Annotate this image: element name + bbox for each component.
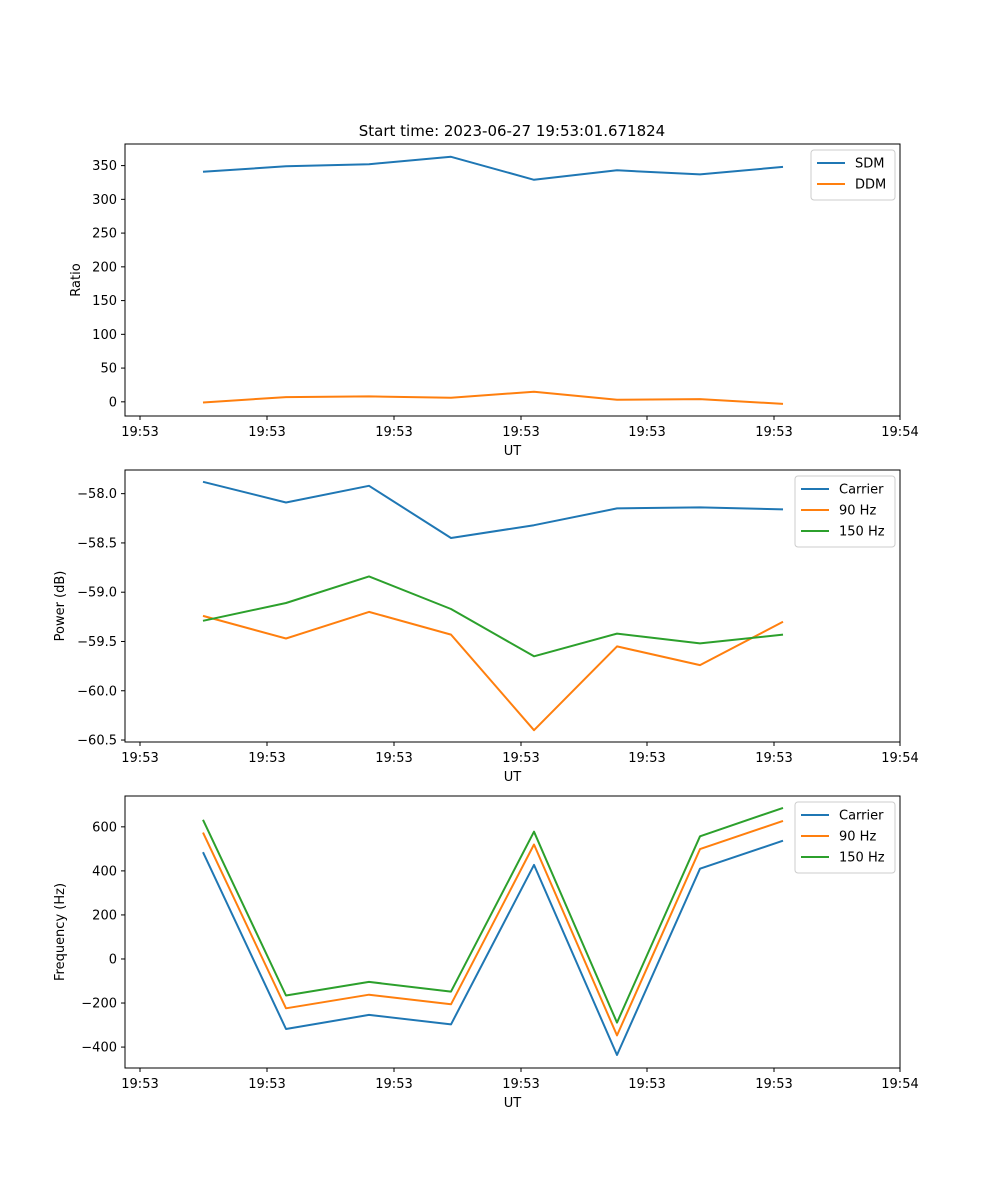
y-tick-label: −200 <box>81 997 117 1012</box>
x-tick-label: 19:54 <box>881 751 918 766</box>
y-tick-label: −59.5 <box>77 635 117 650</box>
x-tick-label: 19:53 <box>502 1077 539 1092</box>
y-tick-label: 50 <box>100 362 117 377</box>
x-axis-label: UT <box>504 1096 522 1111</box>
x-tick-label: 19:53 <box>248 751 285 766</box>
power-chart: −60.5 −60.0 −59.5 −59.0 −58.5 −58.0 19:53 19:53… <box>53 469 919 785</box>
series-line-90-hz <box>202 819 784 1037</box>
x-axis-label: UT <box>504 770 522 785</box>
y-axis-label: Power (dB) <box>53 571 68 642</box>
y-tick-label: −58.5 <box>77 536 117 551</box>
x-tick-label: 19:54 <box>881 1077 918 1092</box>
x-tick-label: 19:53 <box>248 425 285 440</box>
series-line-150-hz <box>202 806 784 1024</box>
y-axis-label: Frequency (Hz) <box>53 883 68 981</box>
series-line-sdm <box>202 155 784 181</box>
series-line-150-hz <box>202 575 784 658</box>
y-tick-label: 0 <box>109 952 117 967</box>
x-tick-label: 19:54 <box>881 425 918 440</box>
series-line-carrier <box>202 839 784 1056</box>
legend-entry: 150 Hz <box>839 851 885 866</box>
y-tick-label: 250 <box>92 227 117 242</box>
x-tick-label: 19:53 <box>502 425 539 440</box>
x-tick-label: 19:53 <box>121 1077 158 1092</box>
axes-frame <box>124 469 901 743</box>
y-tick-label: 150 <box>92 294 117 309</box>
legend-box <box>794 475 896 548</box>
y-tick-label: 400 <box>92 864 117 879</box>
chart-title: Start time: 2023-06-27 19:53:01.671824 <box>359 122 665 140</box>
frequency-chart: −400 −200 0 200 400 600 19:53 19:53 19:53 19:53 19… <box>53 795 919 1111</box>
y-tick-label: 600 <box>92 820 117 835</box>
y-tick-label: 0 <box>109 395 117 410</box>
x-tick-label: 19:53 <box>375 425 412 440</box>
x-tick-label: 19:53 <box>755 1077 792 1092</box>
x-axis-label: UT <box>504 444 522 459</box>
x-tick-label: 19:53 <box>755 751 792 766</box>
y-tick-label: 350 <box>92 159 117 174</box>
y-tick-label: −58.0 <box>77 487 117 502</box>
y-tick-label: −59.0 <box>77 586 117 601</box>
x-tick-label: 19:53 <box>755 425 792 440</box>
x-tick-label: 19:53 <box>121 425 158 440</box>
legend-entry: Carrier <box>839 483 884 498</box>
legend-entry: SDM <box>855 157 884 172</box>
x-tick-label: 19:53 <box>375 1077 412 1092</box>
y-tick-label: 100 <box>92 328 117 343</box>
legend-entry: Carrier <box>839 809 884 824</box>
series-line-90-hz <box>202 610 784 732</box>
x-tick-label: 19:53 <box>121 751 158 766</box>
y-tick-label: −60.0 <box>77 684 117 699</box>
x-tick-label: 19:53 <box>628 425 665 440</box>
y-tick-label: −60.5 <box>77 734 117 749</box>
ratio-chart: 0 50 100 150 200 250 300 350 19:53 19:53 19:53 19:5… <box>69 143 919 459</box>
y-tick-label: 200 <box>92 908 117 923</box>
legend-entry: 90 Hz <box>839 504 876 519</box>
legend-box <box>794 801 896 874</box>
series-line-carrier <box>202 480 784 539</box>
y-tick-label: 200 <box>92 260 117 275</box>
x-tick-label: 19:53 <box>248 1077 285 1092</box>
x-tick-label: 19:53 <box>502 751 539 766</box>
legend-entry: 150 Hz <box>839 525 885 540</box>
x-tick-label: 19:53 <box>628 751 665 766</box>
legend-entry: 90 Hz <box>839 830 876 845</box>
x-tick-label: 19:53 <box>628 1077 665 1092</box>
legend-entry: DDM <box>855 178 886 193</box>
y-axis-label: Ratio <box>69 263 84 296</box>
x-tick-label: 19:53 <box>375 751 412 766</box>
y-tick-label: −400 <box>81 1041 117 1056</box>
axes-frame <box>124 143 901 417</box>
y-tick-label: 300 <box>92 193 117 208</box>
axes-frame <box>124 795 901 1069</box>
series-line-ddm <box>202 390 784 405</box>
